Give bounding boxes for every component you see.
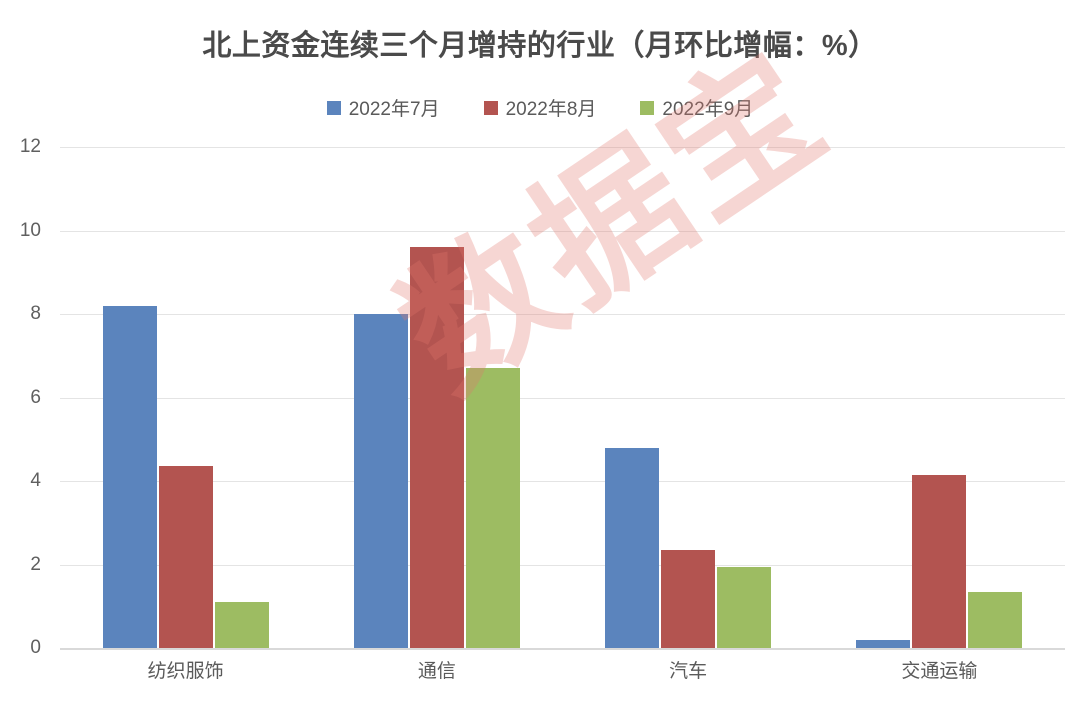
- bar-group: [814, 147, 1065, 648]
- plot-area: 0 2 4 6 8 10 12: [20, 136, 1065, 658]
- bar-groups: [60, 147, 1065, 648]
- bar[interactable]: [856, 639, 911, 648]
- legend-swatch-icon: [326, 100, 341, 115]
- legend-item-series-1[interactable]: 2022年7月: [326, 94, 440, 121]
- gridline: [60, 230, 1065, 232]
- bar[interactable]: [353, 314, 408, 648]
- bar[interactable]: [214, 602, 269, 648]
- legend-item-series-3[interactable]: 2022年9月: [640, 94, 753, 121]
- y-axis-tick-label: 4: [30, 470, 41, 491]
- page-title: 北上资金连续三个月增持的行业（月环比增幅：%）: [202, 30, 878, 62]
- gridline: [60, 397, 1065, 399]
- chart-legend: 2022年7月 2022年8月 2022年9月: [0, 94, 1080, 121]
- y-axis-tick-label: 12: [19, 136, 41, 157]
- bar[interactable]: [102, 305, 157, 648]
- y-axis-tick-label: 10: [19, 219, 41, 241]
- legend-label: 2022年7月: [348, 99, 440, 120]
- gridline: [60, 481, 1065, 482]
- bar[interactable]: [465, 368, 520, 648]
- x-axis-tick-label: 通信: [417, 661, 456, 682]
- legend-label: 2022年8月: [505, 99, 597, 120]
- y-axis-tick-label: 0: [30, 637, 41, 658]
- bar[interactable]: [158, 466, 213, 648]
- gridline: [60, 648, 1065, 650]
- legend-item-series-2[interactable]: 2022年8月: [483, 94, 597, 121]
- legend-swatch-icon: [640, 100, 655, 115]
- bar-group: [311, 147, 562, 648]
- x-axis: 纺织服饰 通信 汽车 交通运输: [60, 656, 1065, 683]
- x-axis-tick-label: 纺织服饰: [147, 661, 224, 682]
- bar[interactable]: [661, 549, 716, 648]
- bar[interactable]: [912, 474, 967, 648]
- bar[interactable]: [717, 566, 772, 648]
- y-axis-tick-label: 6: [30, 386, 41, 408]
- gridline: [60, 564, 1065, 566]
- gridline: [60, 147, 1065, 148]
- y-axis-tick-label: 2: [30, 553, 41, 575]
- bar[interactable]: [409, 247, 464, 648]
- x-axis-tick-label: 汽车: [669, 661, 708, 682]
- bar-group: [563, 147, 814, 648]
- y-axis-tick-label: 8: [30, 303, 41, 324]
- legend-swatch-icon: [483, 100, 498, 115]
- bar[interactable]: [605, 447, 660, 648]
- gridline: [60, 314, 1065, 315]
- legend-label: 2022年9月: [662, 99, 754, 120]
- x-axis-tick-label: 交通运输: [901, 661, 978, 682]
- bar-group: [60, 147, 311, 648]
- bar[interactable]: [968, 591, 1023, 648]
